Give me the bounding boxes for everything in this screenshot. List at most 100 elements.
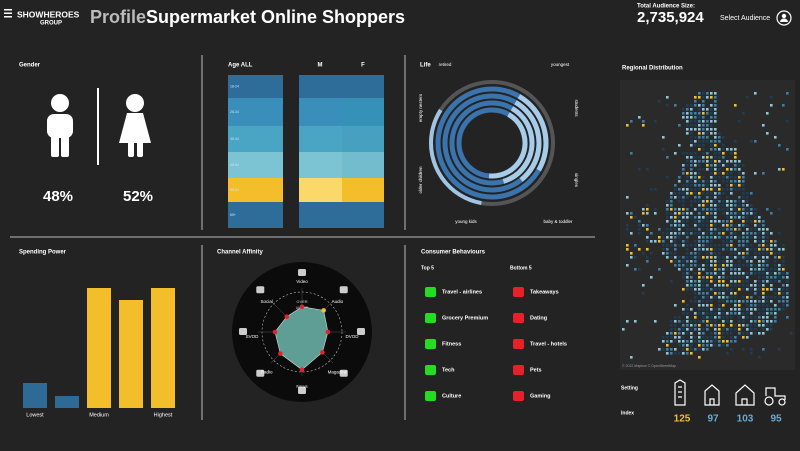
map-dot [766, 280, 769, 283]
map-dot [694, 348, 697, 351]
map-dot [682, 108, 685, 111]
map-dot [714, 344, 717, 347]
map-dot [706, 140, 709, 143]
map-dot [722, 292, 725, 295]
map-dot [678, 196, 681, 199]
map-dot [746, 192, 749, 195]
map-dot [638, 228, 641, 231]
map-dot [702, 336, 705, 339]
channel-label: News [296, 384, 308, 389]
title: Supermarket Online Shoppers [146, 7, 405, 27]
map-dot [778, 280, 781, 283]
map-dot [690, 308, 693, 311]
map-dot [690, 144, 693, 147]
map-dot [698, 308, 701, 311]
map-dot [778, 288, 781, 291]
map-dot [714, 252, 717, 255]
map-dot [698, 208, 701, 211]
map-dot [738, 280, 741, 283]
map-dot [762, 124, 765, 127]
male-band [299, 152, 342, 178]
map-dot [758, 264, 761, 267]
map-dot [734, 104, 737, 107]
map-dot [678, 256, 681, 259]
map-dot [766, 328, 769, 331]
map-dot [670, 240, 673, 243]
map-dot [690, 108, 693, 111]
map-dot [690, 136, 693, 139]
map-dot [666, 352, 669, 355]
select-audience[interactable]: Select Audience [720, 15, 770, 22]
map-dot [734, 160, 737, 163]
map-dot [770, 324, 773, 327]
map-dot [754, 240, 757, 243]
map-dot [734, 180, 737, 183]
map-dot [710, 272, 713, 275]
age-band-label: 65+ [230, 213, 236, 217]
map-dot [754, 288, 757, 291]
map-dot [718, 136, 721, 139]
map-dot [682, 168, 685, 171]
map-dot [754, 284, 757, 287]
age-band [228, 75, 283, 98]
map-dot [774, 272, 777, 275]
map-dot [758, 268, 761, 271]
map-dot [702, 332, 705, 335]
menu-icon[interactable] [4, 9, 12, 18]
map-dot [686, 132, 689, 135]
map-dot [746, 332, 749, 335]
map-dot [694, 188, 697, 191]
map-dot [730, 252, 733, 255]
map-dot [710, 92, 713, 95]
map-dot [710, 172, 713, 175]
map-dot [698, 104, 701, 107]
map-dot [690, 244, 693, 247]
map-dot [706, 308, 709, 311]
map-dot [690, 288, 693, 291]
map-dot [750, 212, 753, 215]
map-dot [702, 168, 705, 171]
map-dot [766, 288, 769, 291]
bottom-icon [513, 287, 524, 297]
map-dot [698, 268, 701, 271]
map-dot [742, 324, 745, 327]
user-icon[interactable] [776, 10, 792, 26]
map-dot [714, 164, 717, 167]
map-dot [686, 324, 689, 327]
map-dot [710, 96, 713, 99]
map-dot [718, 288, 721, 291]
map-dot [706, 348, 709, 351]
map-dot [690, 332, 693, 335]
map-dot [674, 352, 677, 355]
map-dot [690, 116, 693, 119]
map-dot [762, 312, 765, 315]
map-dot [702, 156, 705, 159]
map-dot [690, 172, 693, 175]
map-dot [746, 280, 749, 283]
map-dot [766, 264, 769, 267]
map-dot [694, 316, 697, 319]
map-dot [738, 164, 741, 167]
map-dot [702, 188, 705, 191]
map-dot [702, 124, 705, 127]
map-dot [754, 208, 757, 211]
map-dot [674, 228, 677, 231]
map-dot [678, 260, 681, 263]
map-dot [778, 248, 781, 251]
map-dot [686, 288, 689, 291]
map-dot [762, 224, 765, 227]
map-dot [758, 308, 761, 311]
radar-point [320, 350, 325, 355]
map-dot [686, 156, 689, 159]
map-dot [730, 340, 733, 343]
map-dot [706, 236, 709, 239]
map-dot [670, 340, 673, 343]
map-dot [774, 252, 777, 255]
map-dot [754, 248, 757, 251]
map-dot [750, 304, 753, 307]
map-dot [758, 224, 761, 227]
map-dot [774, 288, 777, 291]
map-dot [710, 128, 713, 131]
map-dot [686, 244, 689, 247]
map-dot [774, 244, 777, 247]
